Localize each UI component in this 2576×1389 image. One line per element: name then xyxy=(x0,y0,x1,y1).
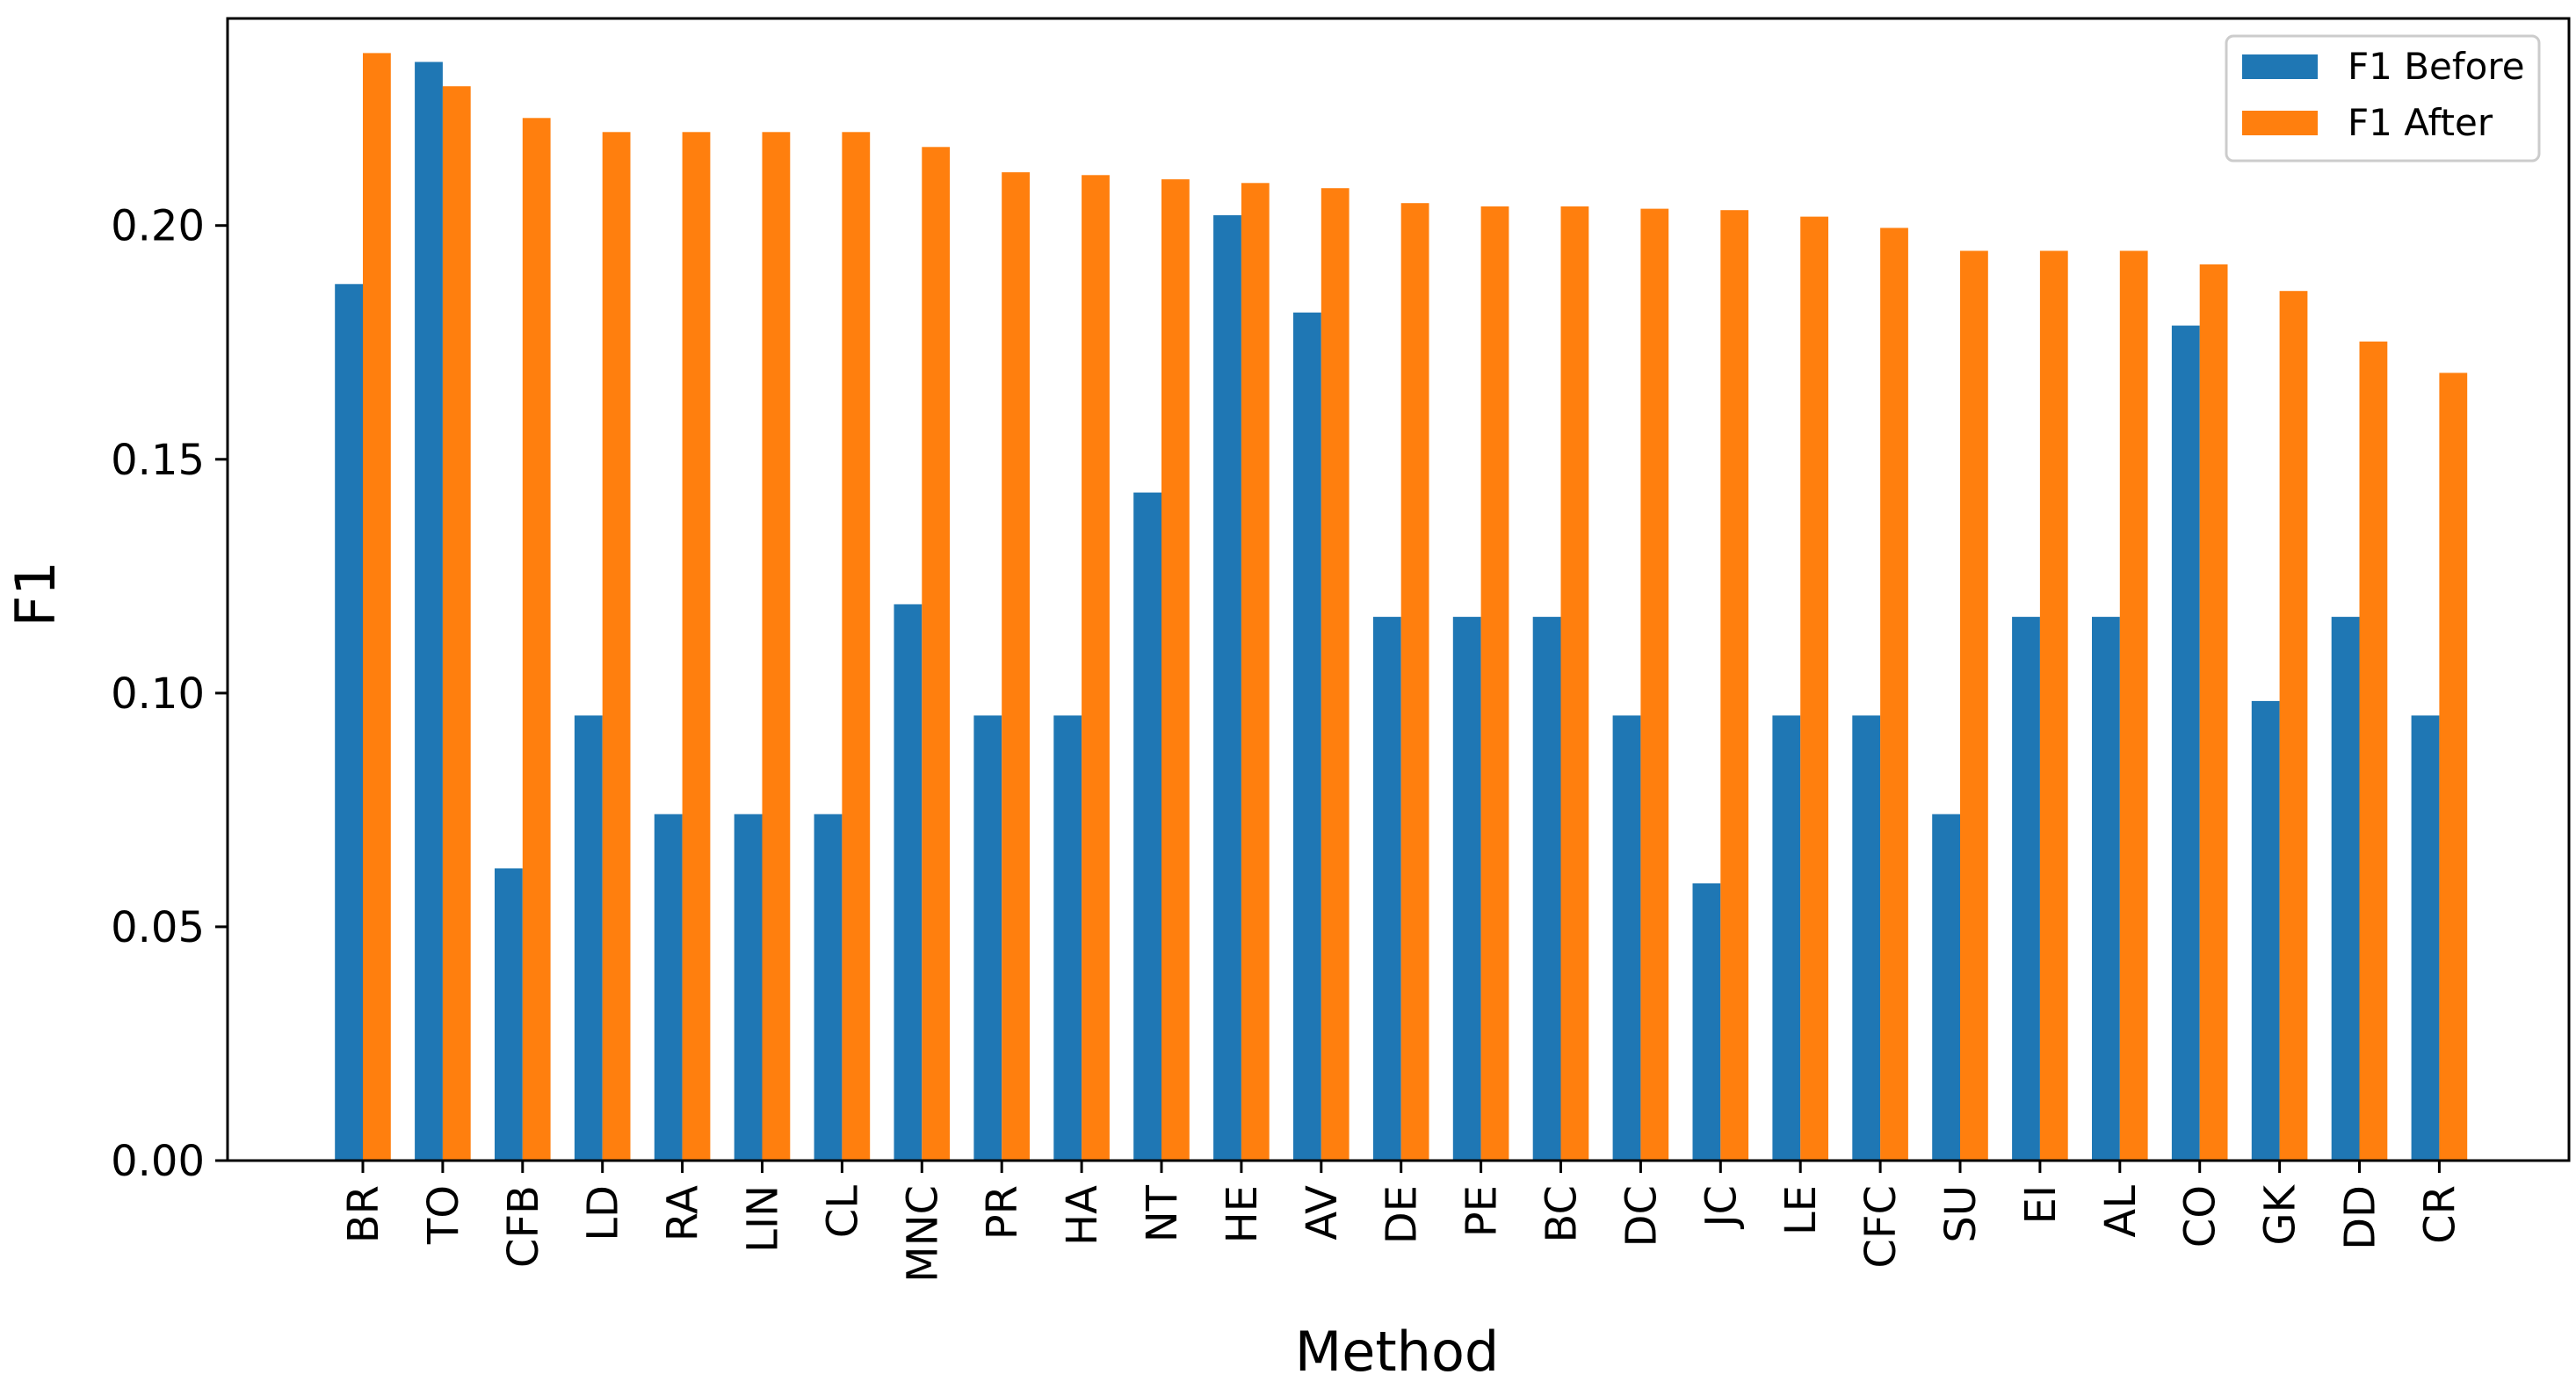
legend-label-f1-after: F1 After xyxy=(2348,101,2493,144)
bar-ei-f1-after xyxy=(2039,250,2068,1161)
bar-ei-f1-before xyxy=(2012,617,2040,1161)
bar-dd-f1-after xyxy=(2359,341,2388,1161)
bar-le-f1-before xyxy=(1772,715,1801,1161)
bar-mnc-f1-after xyxy=(922,147,951,1161)
x-tick-label-dc: DC xyxy=(1617,1185,1666,1247)
x-tick-label-ld: LD xyxy=(579,1185,628,1241)
x-tick-label-nt: NT xyxy=(1138,1184,1187,1242)
x-tick-label-de: DE xyxy=(1378,1185,1427,1244)
bar-cl-f1-before xyxy=(814,814,843,1161)
y-tick-label: 0.15 xyxy=(111,436,205,485)
y-tick-label: 0.00 xyxy=(111,1137,205,1186)
bar-de-f1-before xyxy=(1372,617,1401,1161)
bar-ra-f1-after xyxy=(682,132,711,1161)
x-tick-label-gk: GK xyxy=(2256,1183,2305,1245)
x-tick-label-co: CO xyxy=(2176,1185,2225,1248)
bar-he-f1-before xyxy=(1213,215,1241,1161)
bar-cfc-f1-after xyxy=(1880,228,1908,1161)
bar-nt-f1-before xyxy=(1133,492,1161,1161)
bar-pe-f1-before xyxy=(1452,617,1481,1161)
legend-swatch-f1-before xyxy=(2242,54,2318,79)
bar-dc-f1-after xyxy=(1640,208,1669,1161)
bar-co-f1-after xyxy=(2199,264,2228,1161)
bar-cr-f1-before xyxy=(2411,715,2440,1161)
y-axis-label: F1 xyxy=(4,561,68,626)
x-tick-label-jc: JC xyxy=(1697,1185,1746,1230)
legend: F1 Before F1 After xyxy=(2225,34,2541,163)
bar-mnc-f1-before xyxy=(894,604,923,1161)
bar-cfb-f1-after xyxy=(522,118,551,1161)
bar-pe-f1-after xyxy=(1480,206,1509,1161)
x-tick-label-to: TO xyxy=(419,1185,468,1245)
bar-co-f1-before xyxy=(2171,325,2200,1161)
x-tick-label-al: AL xyxy=(2096,1185,2145,1238)
bar-av-f1-before xyxy=(1293,312,1321,1161)
y-axis-ticks: 0.00 0.05 0.10 0.15 0.20 xyxy=(111,202,228,1186)
x-tick-label-dd: DD xyxy=(2336,1185,2385,1250)
bar-to-f1-after xyxy=(442,86,471,1161)
x-tick-label-su: SU xyxy=(1936,1185,1986,1243)
bar-nt-f1-after xyxy=(1161,179,1190,1161)
bar-cfb-f1-before xyxy=(495,868,523,1161)
x-axis-label: Method xyxy=(1295,1320,1500,1384)
bar-dd-f1-before xyxy=(2331,617,2360,1161)
x-tick-label-pe: PE xyxy=(1458,1185,1507,1237)
y-tick-label: 0.05 xyxy=(111,903,205,952)
bar-ra-f1-before xyxy=(654,814,683,1161)
bar-ha-f1-after xyxy=(1082,175,1110,1161)
x-tick-label-cfb: CFB xyxy=(499,1185,548,1268)
x-tick-label-bc: BC xyxy=(1538,1185,1587,1243)
bar-bc-f1-after xyxy=(1560,206,1589,1161)
bar-jc-f1-after xyxy=(1720,210,1749,1161)
bars-layer xyxy=(335,53,2468,1161)
bar-cfc-f1-before xyxy=(1852,715,1881,1161)
x-tick-label-ra: RA xyxy=(659,1185,708,1241)
x-tick-label-pr: PR xyxy=(978,1185,1027,1240)
bar-su-f1-after xyxy=(1960,250,1988,1161)
x-tick-label-cl: CL xyxy=(818,1185,867,1239)
bar-al-f1-before xyxy=(2092,617,2120,1161)
bar-le-f1-after xyxy=(1800,216,1828,1161)
bar-lin-f1-after xyxy=(762,132,791,1161)
x-tick-label-av: AV xyxy=(1298,1185,1347,1241)
bar-gk-f1-after xyxy=(2279,291,2308,1161)
x-tick-label-cfc: CFC xyxy=(1856,1185,1906,1269)
legend-label-f1-before: F1 Before xyxy=(2348,45,2525,88)
x-tick-label-br: BR xyxy=(339,1185,388,1243)
bar-gk-f1-before xyxy=(2251,700,2280,1161)
bar-su-f1-before xyxy=(1932,814,1960,1161)
x-tick-label-he: HE xyxy=(1218,1185,1267,1243)
bar-dc-f1-before xyxy=(1612,715,1641,1161)
x-tick-label-cr: CR xyxy=(2415,1185,2464,1244)
bar-av-f1-after xyxy=(1321,188,1350,1161)
y-tick-label: 0.20 xyxy=(111,202,205,251)
bar-jc-f1-before xyxy=(1692,883,1721,1161)
bar-br-f1-after xyxy=(363,53,391,1161)
bar-cl-f1-after xyxy=(842,132,871,1161)
x-tick-label-mnc: MNC xyxy=(898,1185,947,1283)
x-axis-ticks: BR TO CFB LD RA LIN CL MNC PR HA NT HE AV DE PE BC DC JC L… xyxy=(339,1161,2464,1283)
bar-br-f1-before xyxy=(335,284,363,1161)
x-tick-label-lin: LIN xyxy=(739,1185,788,1253)
bar-ha-f1-before xyxy=(1053,715,1082,1161)
bar-ld-f1-after xyxy=(602,132,631,1161)
bar-bc-f1-before xyxy=(1532,617,1561,1161)
x-tick-label-le: LE xyxy=(1776,1185,1826,1235)
bar-lin-f1-before xyxy=(734,814,763,1161)
bar-pr-f1-after xyxy=(1002,172,1030,1161)
x-tick-label-ha: HA xyxy=(1058,1185,1107,1246)
x-tick-label-ei: EI xyxy=(2016,1185,2066,1224)
bar-de-f1-after xyxy=(1400,203,1429,1161)
bar-pr-f1-before xyxy=(973,715,1002,1161)
bar-ld-f1-before xyxy=(574,715,603,1161)
plot-frame xyxy=(226,17,2571,1162)
y-tick-label: 0.10 xyxy=(111,669,205,719)
legend-swatch-f1-after xyxy=(2242,111,2318,135)
bar-cr-f1-after xyxy=(2439,373,2468,1161)
bar-al-f1-after xyxy=(2119,250,2148,1161)
bar-he-f1-after xyxy=(1241,183,1270,1161)
bar-to-f1-before xyxy=(415,61,443,1161)
